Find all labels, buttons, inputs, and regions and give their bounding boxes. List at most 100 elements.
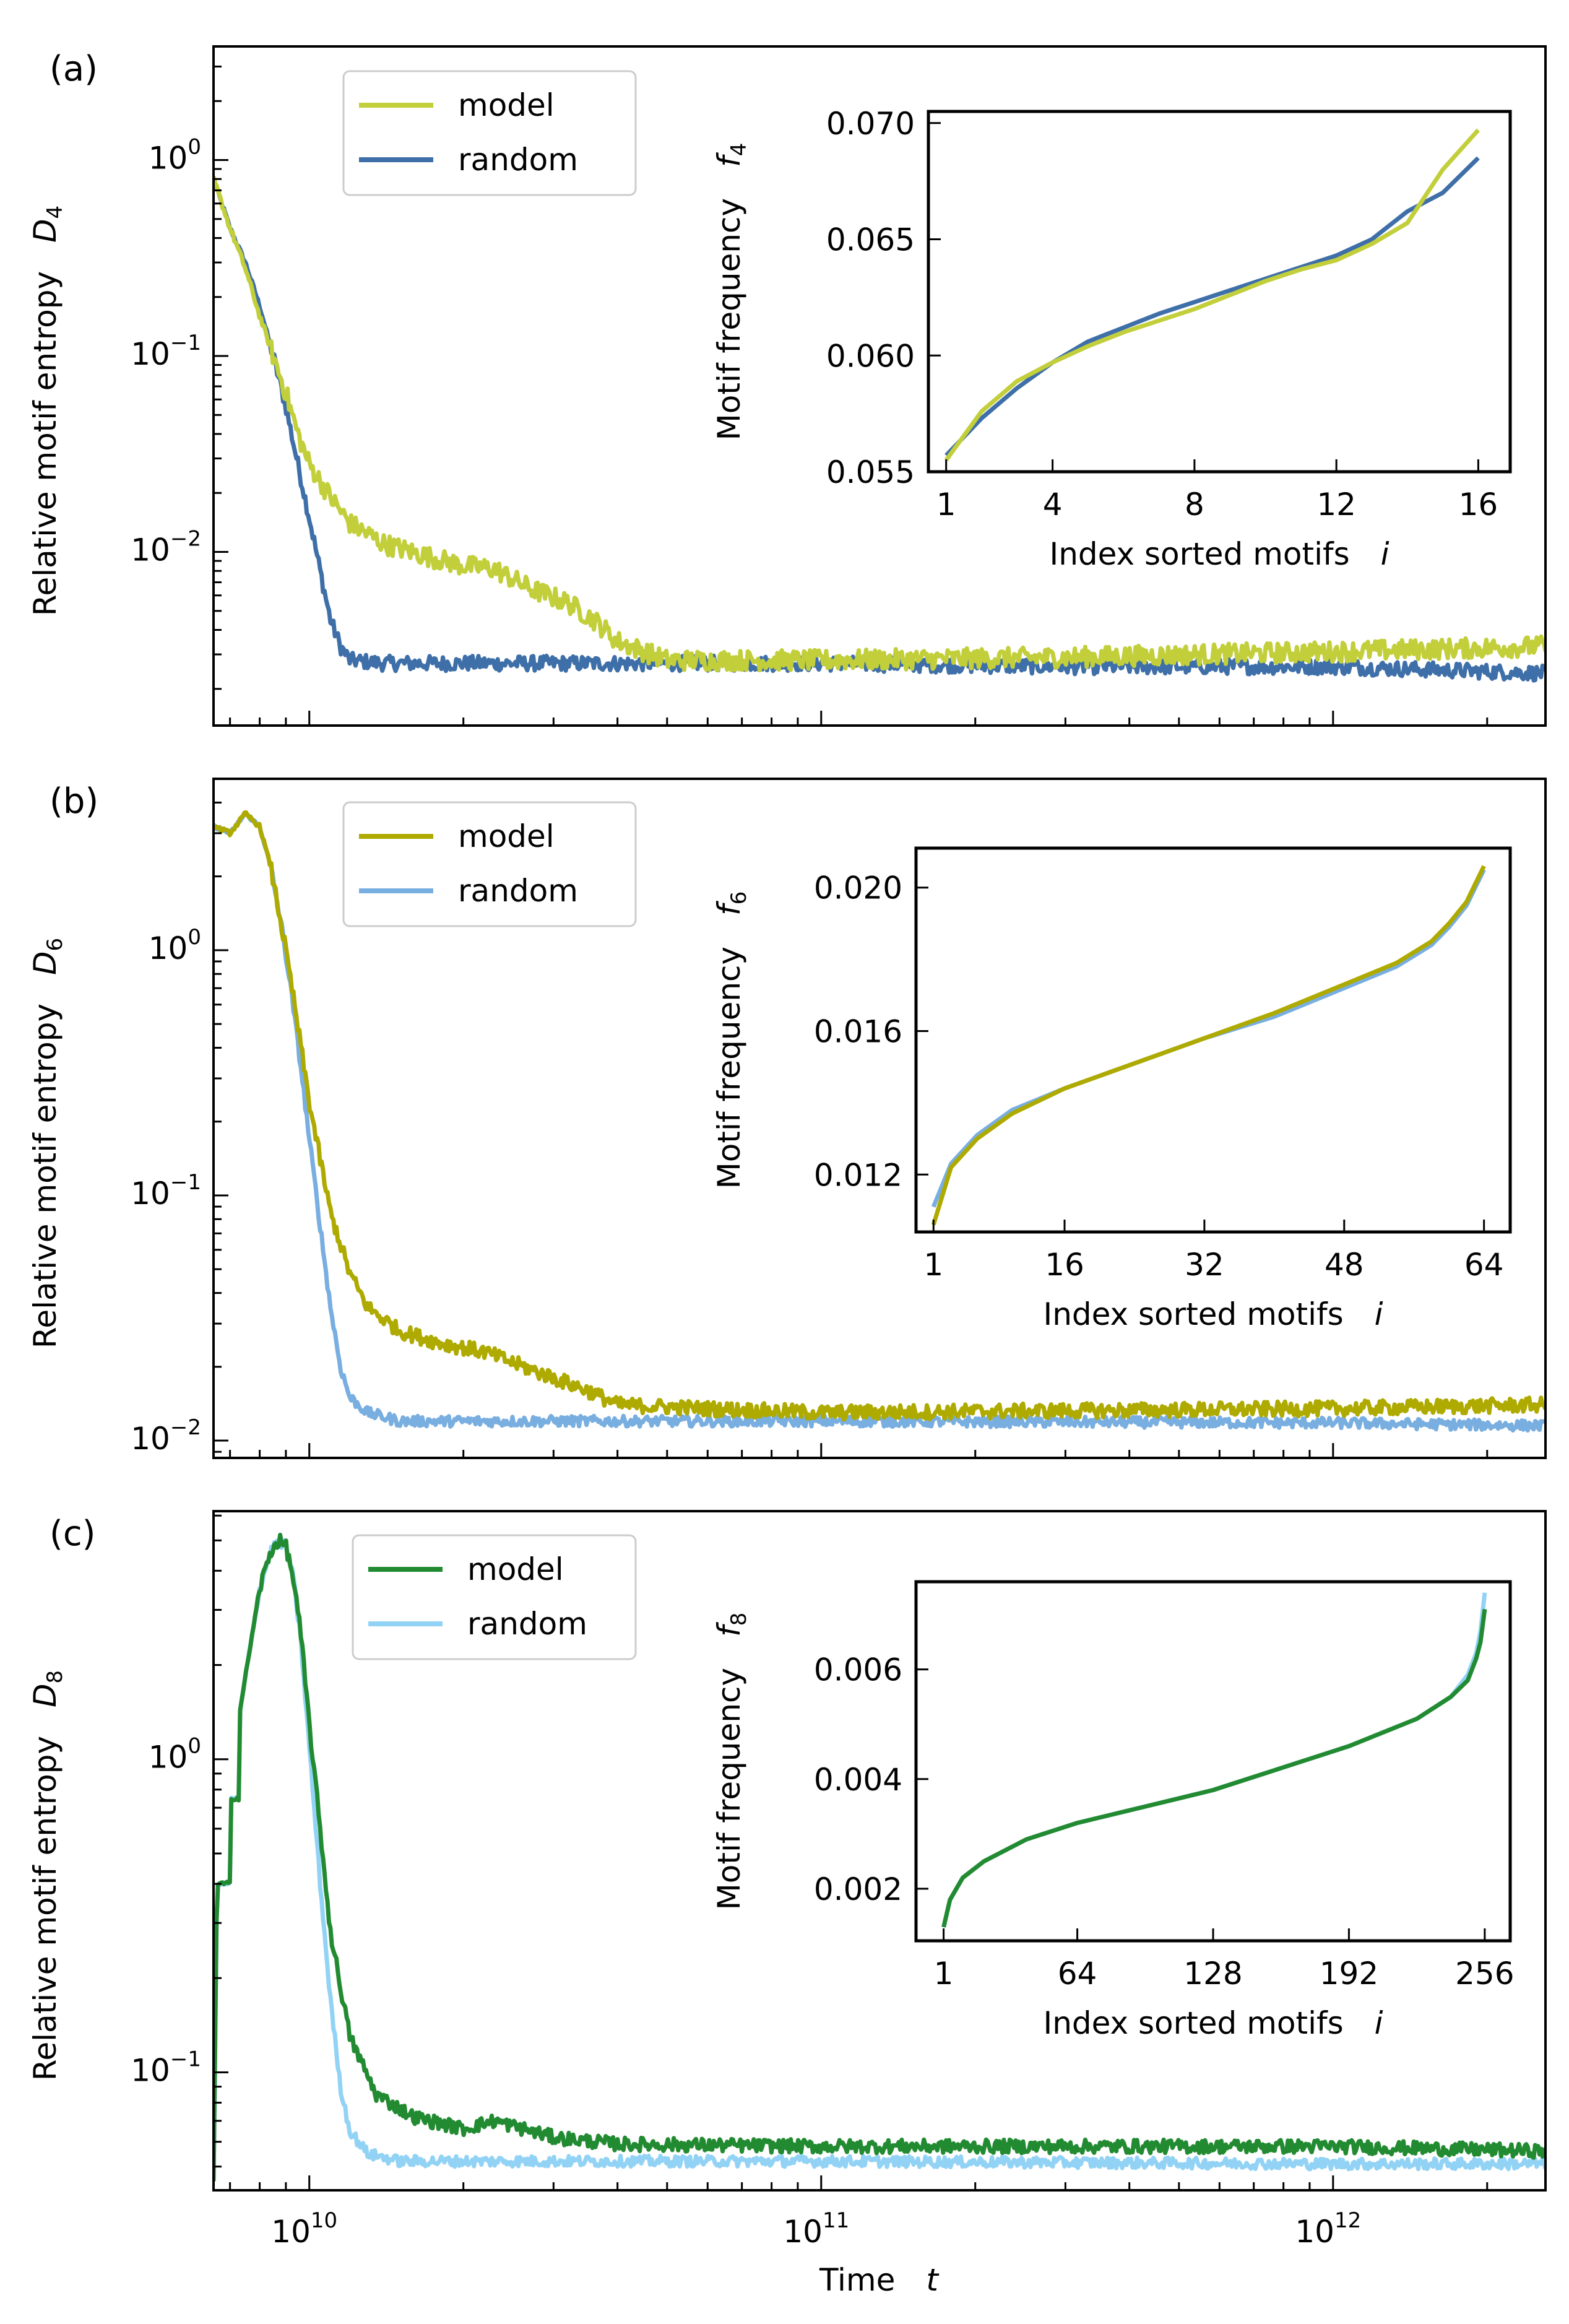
x-tick-base: 10 (783, 2214, 823, 2250)
inset-y-tick-label: 0.070 (826, 106, 915, 142)
inset-x-axis-symbol: i (1381, 536, 1390, 572)
panel-label: (c) (50, 1514, 95, 1554)
y-axis-label-text: Relative motif entropy (27, 1004, 63, 1348)
legend-label-model: model (458, 818, 555, 854)
inset-x-axis-label-text: Index sorted motifs (1043, 1296, 1343, 1332)
y-axis-symbol: D (27, 1683, 63, 1707)
inset-y-tick-label: 0.012 (814, 1157, 902, 1193)
y-tick-base: 10 (149, 1740, 188, 1776)
y-tick-base: 10 (131, 2052, 170, 2088)
inset-x-tick-label: 256 (1455, 1956, 1514, 1992)
y-axis-symbol: D (27, 951, 63, 975)
legend-label-random: random (467, 1606, 587, 1642)
inset-series-group (931, 865, 1486, 1226)
inset-x-axis-symbol: i (1375, 2005, 1383, 2041)
series-group (214, 1532, 1545, 2182)
x-tick-base: 10 (271, 2214, 311, 2250)
y-tick-base: 10 (131, 336, 170, 372)
inset-frame (927, 110, 1512, 474)
series-line-model (214, 175, 1545, 672)
inset-background (916, 848, 1510, 1232)
legend-label-model: model (467, 1551, 564, 1587)
y-tick-label: 10−2 (131, 1415, 201, 1457)
legend-box (342, 70, 637, 196)
inset-x-tick-label: 48 (1325, 1247, 1364, 1283)
inset-frame (914, 846, 1512, 1234)
y-tick-label: 10−2 (131, 527, 201, 568)
legend-box (352, 1534, 637, 1660)
x-tick-exp: 11 (823, 2208, 849, 2233)
x-axis-symbol: t (926, 2262, 940, 2298)
axes-frame (212, 1510, 1547, 2192)
x-tick-exp: 12 (1334, 2208, 1361, 2233)
inset-y-tick-label: 0.020 (814, 870, 902, 906)
inset-y-axis-symbol-sub: 4 (727, 143, 751, 157)
panel-label: (b) (50, 781, 98, 822)
inset-series-line-random (944, 156, 1480, 457)
y-tick-base: 10 (131, 1176, 170, 1212)
series-line-random (214, 1534, 1545, 2180)
inset-x-tick-label: 128 (1183, 1956, 1242, 1992)
y-axis-label: Relative motif entropy D4 (27, 206, 67, 616)
series-line-model (214, 1532, 1545, 2182)
y-tick-exp: −1 (170, 1170, 201, 1195)
y-axis-symbol-sub: 6 (43, 938, 67, 952)
y-tick-label: 100 (149, 135, 201, 176)
y-tick-exp: 0 (188, 925, 201, 950)
inset-y-tick-label: 0.016 (814, 1014, 902, 1050)
y-tick-label: 10−1 (131, 2047, 201, 2088)
y-axis-label-space (27, 994, 63, 1004)
y-tick-exp: −1 (170, 2047, 201, 2071)
legend-label-model: model (458, 87, 555, 123)
inset-x-tick-label: 8 (1185, 487, 1204, 522)
y-axis-label-text: Relative motif entropy (27, 271, 63, 616)
inset-y-axis-symbol-sub: 8 (727, 1613, 751, 1626)
inset-x-axis-label-text: Index sorted motifs (1043, 2005, 1343, 2041)
inset-x-tick-label: 32 (1185, 1247, 1224, 1283)
y-axis-label-text: Relative motif entropy (27, 1736, 63, 2081)
inset-series-line-model (941, 1608, 1487, 1928)
y-tick-exp: 0 (188, 1734, 201, 1759)
y-axis-symbol: D (27, 219, 63, 243)
inset-y-tick-label: 0.006 (814, 1652, 902, 1688)
inset: 1 4 8 12 16 0.055 0.060 0.065 0.070 Index sorted … (711, 106, 1512, 572)
x-axis-label: Time t (819, 2262, 940, 2298)
y-tick-base: 10 (149, 141, 188, 176)
inset-y-axis-label-text: Motif frequency (711, 1668, 747, 1910)
inset-x-axis-symbol: i (1375, 1296, 1383, 1332)
y-axis-label-space (27, 1726, 63, 1736)
series-line-model (214, 810, 1545, 1422)
inset-y-tick-label: 0.065 (826, 222, 915, 258)
y-tick-base: 10 (149, 930, 188, 966)
inset-y-tick-label: 0.004 (814, 1762, 902, 1798)
y-tick-label: 10−1 (131, 1170, 201, 1212)
y-tick-base: 10 (131, 532, 170, 568)
y-axis-label: Relative motif entropy D8 (27, 1670, 67, 2081)
inset-x-tick-label: 16 (1045, 1247, 1084, 1283)
inset: 1 16 32 48 64 0.012 0.016 0.020 Index sorted mot… (711, 846, 1512, 1332)
inset-series-line-model (931, 865, 1486, 1226)
y-axis-symbol-sub: 4 (43, 206, 67, 219)
x-tick-label: 1010 (271, 2208, 337, 2250)
inset-series-group (941, 1592, 1487, 1928)
inset-background (928, 111, 1510, 472)
series-group (214, 810, 1545, 1433)
y-tick-exp: 0 (188, 135, 201, 160)
inset-x-tick-label: 16 (1459, 487, 1498, 522)
series-line-random (214, 178, 1545, 683)
inset-x-tick-label: 4 (1043, 487, 1063, 522)
y-tick-label: 100 (149, 925, 201, 966)
inset-x-axis-label: Index sorted motifs i (1043, 2005, 1383, 2041)
y-tick-exp: −2 (170, 527, 201, 552)
inset-x-tick-label: 12 (1316, 487, 1356, 522)
y-axis-label: Relative motif entropy D6 (27, 938, 67, 1348)
x-tick-label: 1012 (1295, 2208, 1361, 2250)
y-tick-exp: −1 (170, 331, 201, 355)
y-tick-base: 10 (131, 1421, 170, 1457)
inset-y-axis-label: Motif frequencyf6 (711, 891, 751, 1189)
inset-y-tick-label: 0.060 (826, 338, 915, 374)
x-tick-exp: 10 (311, 2208, 337, 2233)
